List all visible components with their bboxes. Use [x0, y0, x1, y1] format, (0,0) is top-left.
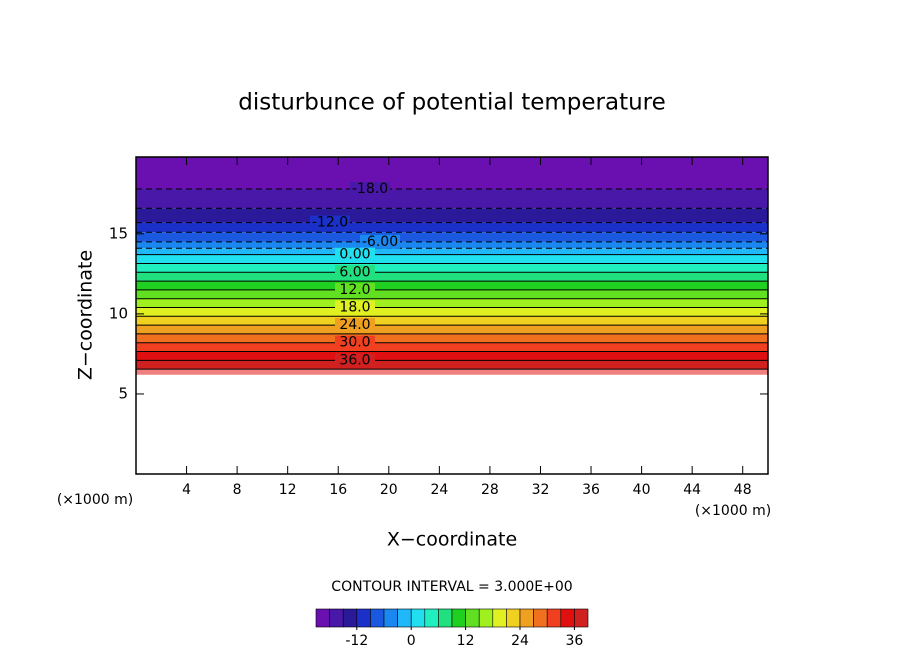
- contour-label-bg: [350, 182, 390, 197]
- colorbar-tick-label: 0: [407, 633, 416, 649]
- contour-band: [136, 222, 768, 233]
- contour-band: [136, 360, 768, 370]
- y-tick-label: 10: [109, 304, 128, 322]
- contour-label: -12.0: [312, 215, 348, 231]
- colorbar-box: [370, 608, 385, 628]
- contour-label-bg: [335, 247, 375, 262]
- plot-frame: [135, 156, 769, 475]
- x-tick-label: 24: [430, 482, 448, 498]
- contour-label-bg: [335, 335, 375, 350]
- colorbar-box: [492, 608, 507, 628]
- x-tick-label: 8: [233, 482, 242, 498]
- contour-band: [136, 307, 768, 317]
- x-tick-label: 4: [182, 482, 191, 498]
- colorbar-box: [315, 608, 330, 628]
- colorbar-box: [329, 608, 344, 628]
- contour-label: 0.00: [339, 247, 370, 263]
- contour-label-bg: [335, 353, 375, 368]
- contour-band: [136, 241, 768, 249]
- contour-band: [136, 298, 768, 308]
- contour-band: [136, 369, 768, 375]
- colorbar-box: [424, 608, 439, 628]
- contour-interval: CONTOUR INTERVAL = 3.000E+00: [331, 579, 572, 595]
- colorbar-tick-label: -12: [345, 633, 368, 649]
- contour-band: [136, 157, 768, 190]
- contour-band: [136, 232, 768, 242]
- contour-label: -18.0: [352, 181, 388, 197]
- contour-label-bg: [310, 215, 350, 230]
- colorbar-box: [533, 608, 548, 628]
- contour-band: [136, 325, 768, 334]
- contour-band: [136, 248, 768, 255]
- colorbar-box: [560, 608, 575, 628]
- contour-band: [136, 208, 768, 223]
- x-axis-label: X−coordinate: [387, 529, 517, 551]
- colorbar-tick-label: 36: [565, 633, 583, 649]
- x-tick-label: 44: [683, 482, 701, 498]
- contour-label: 12.0: [339, 282, 370, 298]
- x-tick-label: 20: [380, 482, 398, 498]
- contour-label: 36.0: [339, 352, 370, 368]
- colorbar-box: [383, 608, 398, 628]
- x-unit-label: (×1000 m): [57, 492, 133, 508]
- contour-label-bg: [335, 318, 375, 333]
- y-tick-label: 5: [118, 384, 128, 402]
- contour-label: -6.00: [362, 234, 398, 250]
- x-tick-label: 36: [582, 482, 600, 498]
- contour-band: [136, 333, 768, 343]
- x-unit-label: (×1000 m): [695, 503, 771, 519]
- contour-band: [136, 281, 768, 290]
- contour-band: [136, 272, 768, 282]
- contour-label-bg: [360, 234, 400, 249]
- colorbar-box: [342, 608, 358, 628]
- colorbar-box: [451, 608, 466, 628]
- contour-band: [136, 189, 768, 209]
- colorbar-box: [506, 608, 521, 628]
- x-tick-label: 28: [481, 482, 499, 498]
- contour-band: [136, 263, 768, 273]
- colorbar-box: [478, 608, 494, 628]
- colorbar-box: [438, 608, 453, 628]
- contour-band: [136, 342, 768, 352]
- contour-label: 18.0: [339, 299, 370, 315]
- x-tick-label: 32: [532, 482, 550, 498]
- contour-band: [136, 289, 768, 299]
- x-tick-label: 48: [734, 482, 752, 498]
- contour-label-bg: [335, 265, 375, 280]
- colorbar-box: [410, 608, 426, 628]
- x-tick-label: 40: [633, 482, 651, 498]
- colorbar-box: [574, 608, 589, 628]
- contour-band: [136, 351, 768, 361]
- colorbar-box: [546, 608, 562, 628]
- contour-label-bg: [335, 282, 375, 297]
- colorbar-tick-label: 12: [457, 633, 475, 649]
- x-tick-label: 12: [279, 482, 297, 498]
- contour-label-bg: [335, 300, 375, 315]
- contour-label: 24.0: [339, 317, 370, 333]
- colorbar-box: [465, 608, 480, 628]
- x-tick-label: 16: [329, 482, 347, 498]
- colorbar-box: [397, 608, 412, 628]
- y-axis-label: Z−coordinate: [75, 250, 97, 380]
- contour-band: [136, 254, 768, 264]
- contour-band: [136, 316, 768, 326]
- colorbar-tick-label: 24: [511, 633, 529, 649]
- contour-label: 30.0: [339, 335, 370, 351]
- colorbar-box: [519, 608, 534, 628]
- contour-label: 6.00: [339, 264, 370, 280]
- chart-title: disturbunce of potential temperature: [238, 90, 666, 116]
- colorbar-box: [356, 608, 371, 628]
- y-tick-label: 15: [109, 224, 128, 242]
